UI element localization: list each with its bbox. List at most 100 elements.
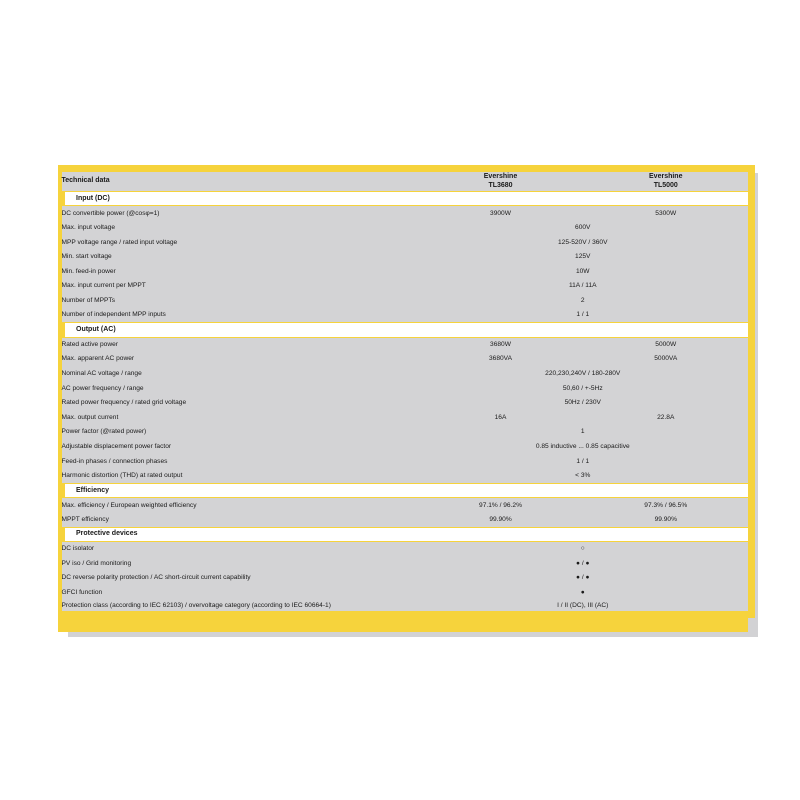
spec-label: Min. feed-in power (61, 264, 418, 279)
table-row: Protection class (according to IEC 62103… (61, 600, 755, 618)
table-row: AC power frequency / range 50,60 / +-5Hz (61, 381, 755, 396)
spec-value-tl5000: 97.3% / 96.5% (583, 497, 755, 513)
spec-label: Max. efficiency / European weighted effi… (61, 497, 418, 513)
section-header-row: Output (AC) (58, 322, 755, 338)
table-row: Rated active power 3680W 5000W (61, 337, 755, 352)
spec-label: Max. input current per MPPT (61, 278, 418, 294)
spec-label: Min. start voltage (61, 249, 418, 265)
spec-label: Max. output current (61, 410, 418, 425)
table-row: Max. input current per MPPT 11A / 11A (61, 278, 755, 294)
spec-label: PV iso / Grid monitoring (61, 556, 418, 571)
spec-value-both: ● / ● (417, 570, 755, 586)
spec-value-both: 11A / 11A (417, 278, 755, 294)
spec-label: Max. apparent AC power (61, 351, 418, 367)
spec-value-both: < 3% (417, 468, 755, 484)
spec-label: Number of MPPTs (61, 293, 418, 309)
column-header-tl3680-brand: Evershine (483, 173, 518, 180)
table-row: Max. input voltage 600V (61, 220, 755, 236)
spec-value-both: 600V (417, 220, 755, 236)
column-header-tl5000-brand: Evershine (649, 173, 683, 180)
table-row: Harmonic distortion (THD) at rated outpu… (61, 468, 755, 484)
spec-value-both: ○ (417, 541, 755, 557)
spec-value-tl3680: 3680W (417, 337, 584, 352)
spec-label: MPPT efficiency (61, 512, 418, 528)
section-header-row: Protective devices (58, 526, 755, 543)
spec-value-both: 125-520V / 360V (417, 235, 755, 250)
table-row: Min. start voltage 125V (61, 249, 755, 265)
spec-value-both: I / II (DC), III (AC) (417, 600, 755, 618)
spec-value-both: 0.85 inductive ... 0.85 capacitive (417, 439, 755, 455)
technical-data-table: Technical data Evershine TL3680 Evershine TL… (58, 165, 755, 619)
spec-value-both: 50,60 / +-5Hz (417, 381, 755, 396)
spec-label: Feed-in phases / connection phases (61, 454, 418, 469)
spec-label: Protection class (according to IEC 62103… (61, 600, 418, 618)
spec-sheet: Technical data Evershine TL3680 Evershine TL… (58, 165, 758, 637)
spec-label: Rated active power (61, 337, 418, 352)
spec-value-tl3680: 3900W (417, 205, 584, 221)
column-header-tl5000-model: TL5000 (653, 182, 678, 190)
spec-label: Harmonic distortion (THD) at rated outpu… (61, 468, 418, 484)
table-row: GFCI function ● (61, 585, 755, 600)
spec-value-both: ● / ● (417, 556, 755, 571)
table-row: DC isolator ○ (61, 541, 755, 557)
spec-value-tl3680: 3680VA (417, 351, 584, 367)
table-header-row: Technical data Evershine TL3680 Evershine TL… (61, 165, 755, 192)
spec-label: Number of independent MPP inputs (61, 308, 418, 323)
spec-value-both: 125V (417, 249, 755, 265)
spec-value-tl3680: 97.1% / 96.2% (417, 497, 584, 513)
table-row: Power factor (@rated power) 1 (61, 424, 755, 440)
section-title: Output (AC) (58, 322, 755, 338)
spec-value-both: 10W (417, 264, 755, 279)
table-row: Nominal AC voltage / range 220,230,240V /… (61, 366, 755, 382)
spec-label: DC reverse polarity protection / AC shor… (61, 570, 418, 586)
table-row: Feed-in phases / connection phases 1 / 1 (61, 454, 755, 469)
spec-value-both: 1 / 1 (417, 308, 755, 323)
table-row: PV iso / Grid monitoring ● / ● (61, 556, 755, 571)
spec-value-both: 220,230,240V / 180-280V (417, 366, 755, 382)
spec-value-tl5000: 5000VA (583, 351, 755, 367)
spec-label: AC power frequency / range (61, 381, 418, 396)
table-row: DC reverse polarity protection / AC shor… (61, 570, 755, 586)
spec-label: Power factor (@rated power) (61, 424, 418, 440)
spec-value-both: 2 (417, 293, 755, 309)
spec-value-tl5000: 22.8A (583, 410, 755, 425)
spec-value-tl5000: 99.90% (583, 512, 755, 528)
spec-value-tl5000: 5300W (583, 205, 755, 221)
section-title: Protective devices (58, 526, 755, 543)
spec-value-tl3680: 99.90% (417, 512, 584, 528)
spec-value-both: ● (417, 585, 755, 600)
table-row: Rated power frequency / rated grid volta… (61, 395, 755, 411)
table-row: MPPT efficiency 99.90% 99.90% (61, 512, 755, 528)
section-header-row: Efficiency (58, 482, 755, 499)
spec-label: GFCI function (61, 585, 418, 600)
spec-label: DC convertible power (@cosφ=1) (61, 205, 418, 221)
spec-value-both: 50Hz / 230V (417, 395, 755, 411)
spec-label: MPP voltage range / rated input voltage (61, 235, 418, 250)
spec-label: Nominal AC voltage / range (61, 366, 418, 382)
table-row: Number of independent MPP inputs 1 / 1 (61, 308, 755, 323)
table-row: Adjustable displacement power factor 0.85… (61, 439, 755, 455)
section-title: Efficiency (58, 482, 755, 499)
column-header-tl3680: Evershine TL3680 (417, 165, 584, 192)
table-row: Min. feed-in power 10W (61, 264, 755, 279)
spec-table-container: Technical data Evershine TL3680 Evershine TL… (58, 165, 755, 632)
column-header-tl5000: Evershine TL5000 (583, 165, 755, 192)
section-header-row: Input (DC) (58, 190, 755, 207)
table-row: Max. output current 16A 22.8A (61, 410, 755, 425)
spec-value-both: 1 / 1 (417, 454, 755, 469)
spec-value-both: 1 (417, 424, 755, 440)
table-row: Max. efficiency / European weighted effi… (61, 497, 755, 513)
spec-label: Max. input voltage (61, 220, 418, 236)
table-row: MPP voltage range / rated input voltage 1… (61, 235, 755, 250)
spec-value-tl5000: 5000W (583, 337, 755, 352)
table-row: Max. apparent AC power 3680VA 5000VA (61, 351, 755, 367)
spec-value-tl3680: 16A (417, 410, 584, 425)
section-title: Input (DC) (58, 190, 755, 207)
spec-label: DC isolator (61, 541, 418, 557)
column-header-tl3680-model: TL3680 (488, 182, 513, 190)
spec-label: Adjustable displacement power factor (61, 439, 418, 455)
spec-label: Rated power frequency / rated grid volta… (61, 395, 418, 411)
column-header-technical-data: Technical data (61, 165, 418, 192)
table-row: Number of MPPTs 2 (61, 293, 755, 309)
table-row: DC convertible power (@cosφ=1) 3900W 5300W (61, 205, 755, 221)
